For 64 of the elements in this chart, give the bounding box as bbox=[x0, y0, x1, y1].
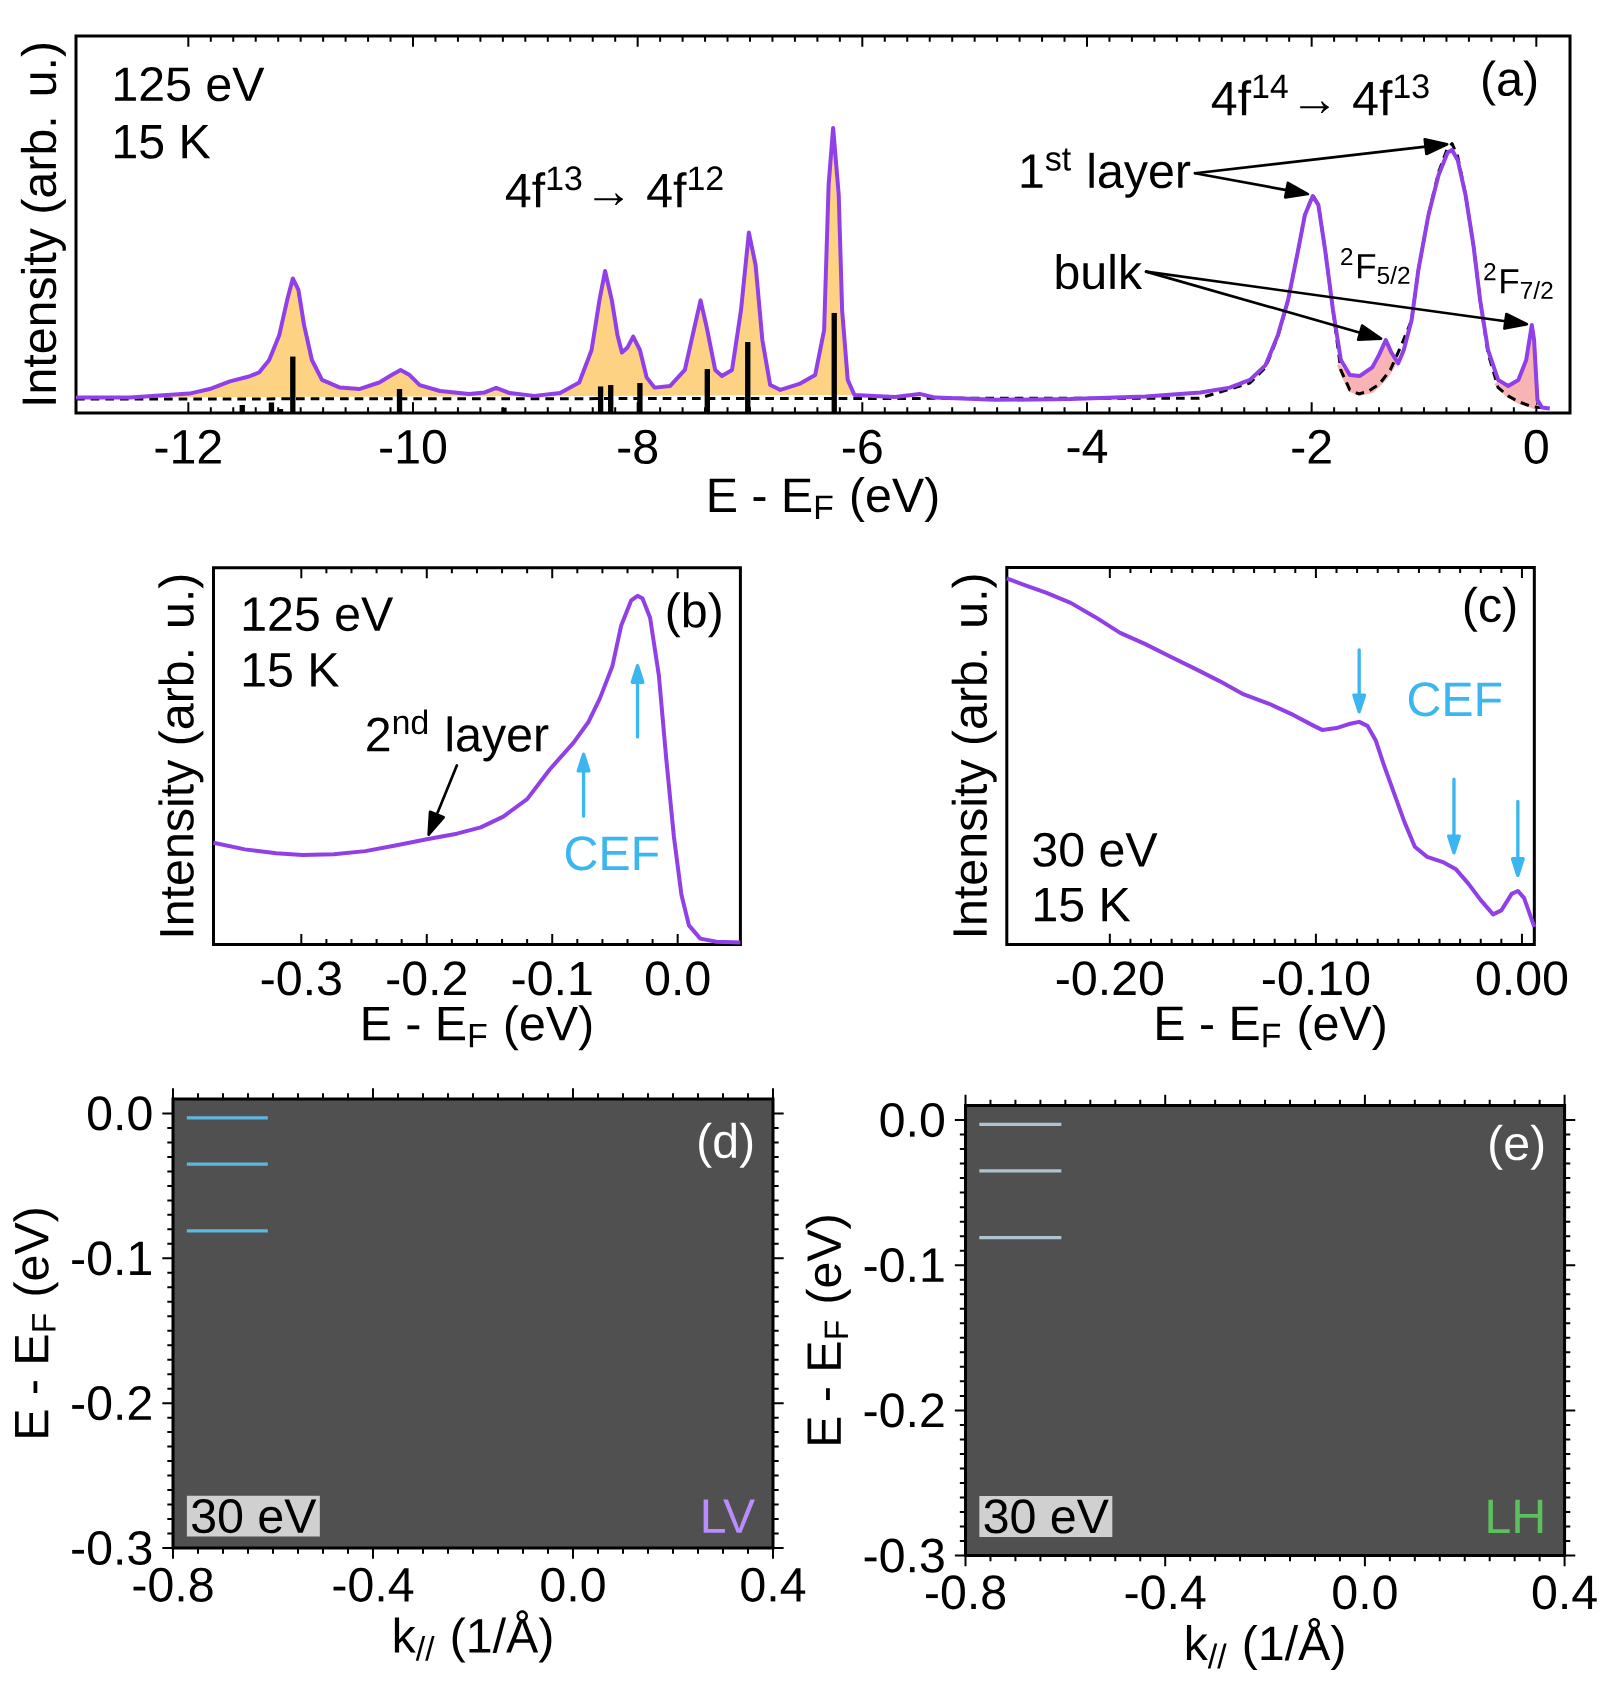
annotation: 30 eV bbox=[984, 1499, 1109, 1534]
x-tick-label: 0 bbox=[1524, 429, 1548, 464]
y-tick-label: -0.3 bbox=[864, 1538, 944, 1573]
y-axis-title: Intensity (arb. u.) bbox=[951, 575, 997, 935]
x-tick-label: -6 bbox=[842, 429, 882, 464]
annotation: (d) bbox=[699, 1122, 753, 1168]
annotation: 15 K bbox=[115, 125, 211, 159]
annotation: $^{2}$F$_{7/2}$ bbox=[1484, 263, 1553, 300]
y-axis-title: Intensity (arb. u.) bbox=[20, 43, 66, 404]
annotation: 30 eV bbox=[1033, 832, 1158, 867]
x-tick-label: -0.3 bbox=[261, 961, 341, 996]
annotation: bulk bbox=[1056, 253, 1143, 290]
annotation: 15 K bbox=[1035, 887, 1131, 922]
x-tick-label: 0.4 bbox=[1532, 1575, 1597, 1610]
annotation: 125 eV bbox=[243, 596, 394, 632]
y-tick-label: 0.0 bbox=[880, 1102, 944, 1138]
ref-line-label: CEF bbox=[1408, 682, 1502, 717]
x-tick-label: -0.8 bbox=[926, 1575, 1006, 1610]
x-tick-label: -10 bbox=[380, 429, 447, 464]
y-tick-label: 0.0 bbox=[88, 1096, 152, 1131]
ref-line-label: CEF bbox=[565, 836, 659, 871]
x-tick-label: 0.0 bbox=[541, 1567, 605, 1602]
annotation: 30 eV bbox=[192, 1499, 317, 1534]
y-tick-label: -0.2 bbox=[72, 1386, 151, 1421]
x-tick-label: 0.00 bbox=[1476, 961, 1568, 996]
annotation: (b) bbox=[667, 592, 721, 638]
x-axis-title: E - E$_{F}$ (eV) bbox=[1157, 1004, 1385, 1050]
x-tick-label: -2 bbox=[1292, 429, 1331, 464]
x-tick-label: -12 bbox=[155, 429, 221, 464]
x-tick-label: -4 bbox=[1067, 429, 1108, 464]
annotation: 4f$^{13}$→ 4f$^{12}$ bbox=[505, 166, 723, 208]
annotation: 15 K bbox=[243, 653, 340, 688]
annotation: (e) bbox=[1490, 1124, 1544, 1170]
x-tick-label: -0.20 bbox=[1056, 961, 1164, 996]
x-axis-title: E - E$_{F}$ (eV) bbox=[709, 476, 938, 522]
y-axis-title: Intensity (arb. u.) bbox=[158, 575, 204, 936]
y-tick-label: -0.1 bbox=[864, 1248, 944, 1283]
x-tick-label: -0.4 bbox=[333, 1567, 414, 1602]
x-tick-label: -0.2 bbox=[387, 961, 466, 996]
y-tick-label: -0.3 bbox=[72, 1530, 152, 1566]
text: 4f$^{14}$→ 4f$^{13}$ bbox=[1211, 74, 1429, 116]
x-tick-label: -8 bbox=[618, 429, 658, 464]
x-axis-title: k$_{//}$ (1/Å) bbox=[394, 1610, 552, 1663]
y-tick-label: -0.1 bbox=[72, 1241, 151, 1276]
x-axis-title: E - E$_{F}$ (eV) bbox=[363, 1005, 592, 1051]
annotation: 1$^{st}$ layer bbox=[1021, 148, 1191, 198]
y-axis-title: E - E$_{F}$ (eV) bbox=[13, 1209, 59, 1437]
x-tick-label: 0.4 bbox=[741, 1567, 806, 1602]
x-tick-label: 0.0 bbox=[645, 961, 710, 996]
x-tick-label: -0.8 bbox=[133, 1567, 213, 1602]
annotation: (c) bbox=[1464, 586, 1516, 632]
text: 125 eV bbox=[115, 67, 265, 102]
text: (a) bbox=[1483, 60, 1537, 106]
annotation: $^{2}$F$_{5/2}$ bbox=[1341, 247, 1410, 284]
x-tick-label: -0.10 bbox=[1262, 961, 1370, 996]
annotation: 2$^{nd}$ layer bbox=[367, 709, 549, 762]
y-axis-title: E - E$_{F}$ (eV) bbox=[805, 1216, 851, 1444]
y-tick-label: -0.2 bbox=[864, 1393, 944, 1428]
annotation: LV bbox=[703, 1499, 755, 1533]
x-axis-title: k$_{//}$ (1/Å) bbox=[1186, 1617, 1344, 1671]
annotation: LH bbox=[1488, 1499, 1543, 1534]
x-tick-label: 0.0 bbox=[1333, 1575, 1397, 1610]
x-tick-label: -0.1 bbox=[512, 961, 592, 996]
x-tick-label: -0.4 bbox=[1125, 1575, 1206, 1610]
